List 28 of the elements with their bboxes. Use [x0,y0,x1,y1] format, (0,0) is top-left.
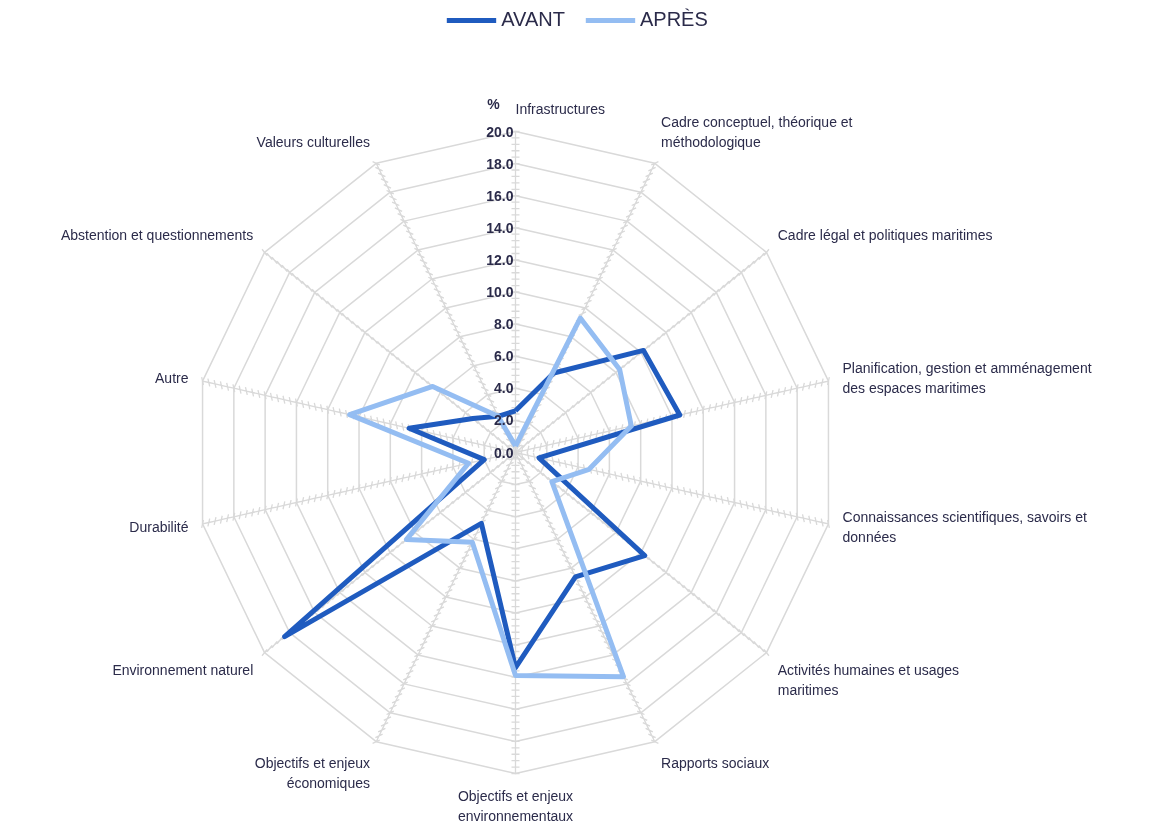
y-tick-label: 2.0 [494,412,514,429]
spoke-label: Infrastructures [515,101,605,118]
text: % [487,95,501,112]
spoke-label: Objectifs et enjeux environnementaux [457,787,574,823]
y-tick-label: 6.0 [494,348,514,365]
y-tick-label: 14.0 [486,219,514,236]
spoke-label: Durabilité [129,519,189,536]
spoke-label: Planification, gestion et amménagement des espaces maritimes [842,359,1092,396]
spoke-label: Valeurs culturelles [256,134,370,151]
y-tick-label: 16.0 [486,187,514,204]
legend-label: APRÈS [639,8,708,31]
spoke-label: Cadre légal et politiques maritimes [777,227,993,244]
spoke-label: Autre [155,369,189,386]
y-tick-label: 10.0 [486,284,514,300]
y-tick-label: 18.0 [486,155,514,172]
spoke-label: Objectifs et enjeux économiques [254,754,370,791]
spoke-label: Environnement naturel [112,661,254,678]
legend-label: AVANT [501,8,565,31]
spoke-label: Connaissances scientifiques, savoirs et données [842,509,1087,546]
spoke-label: Rapports sociaux [661,754,770,771]
y-tick-label: 4.0 [494,380,514,397]
y-tick-label: 8.0 [494,316,514,333]
y-tick-label: 0.0 [494,444,514,461]
spoke-label: Activités humaines et usages maritimes [777,661,960,698]
y-tick-label: 20.0 [486,123,514,140]
y-tick-label: 12.0 [486,251,514,268]
spoke-label: Cadre conceptuel, théorique et méthodologique [661,114,853,151]
spoke-label: Abstention et questionnements [61,227,254,244]
